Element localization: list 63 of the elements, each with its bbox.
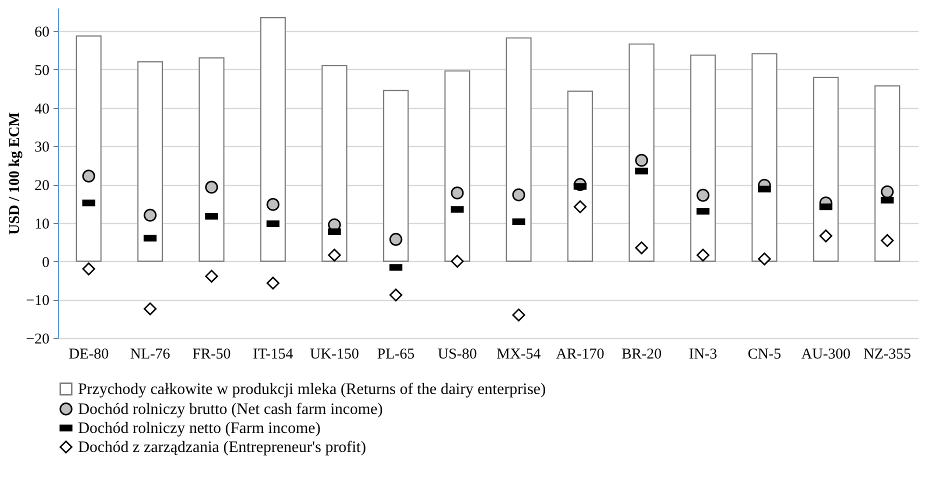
point xyxy=(389,232,402,246)
point xyxy=(512,308,526,322)
y-tick-label: 60 xyxy=(34,24,50,41)
point xyxy=(880,185,894,198)
y-tick-label: 20 xyxy=(34,178,50,194)
bar xyxy=(137,61,164,262)
point xyxy=(635,241,648,254)
x-tick-label: BR-20 xyxy=(622,346,662,362)
x-tick-label: IN-3 xyxy=(688,346,718,362)
bar xyxy=(506,37,532,262)
point xyxy=(819,229,832,242)
bar xyxy=(690,54,716,262)
y-tick-label: 0 xyxy=(42,254,50,271)
x-tick-label: MX-54 xyxy=(496,346,542,362)
bar xyxy=(198,57,224,262)
legend-label: Dochód z zarządzania (Entrepreneur's profit) xyxy=(78,439,366,456)
y-tick-label: −10 xyxy=(26,293,50,310)
x-tick-label: PL-65 xyxy=(377,346,415,362)
x-tick-label: AR-170 xyxy=(556,346,604,362)
point xyxy=(696,248,710,262)
point xyxy=(82,262,96,276)
point xyxy=(266,198,280,211)
point xyxy=(880,234,894,247)
point xyxy=(144,208,157,222)
bar xyxy=(260,16,286,262)
y-tick-label: 40 xyxy=(34,101,50,118)
legend-label: Dochód rolniczy brutto (Net cash farm income) xyxy=(78,401,383,418)
bar xyxy=(874,85,900,262)
bar xyxy=(812,76,839,262)
point xyxy=(574,200,587,214)
point xyxy=(205,270,218,283)
bar xyxy=(628,43,654,262)
point xyxy=(758,252,771,266)
point xyxy=(266,276,280,290)
y-tick-label: −20 xyxy=(26,332,50,348)
x-tick-label: NZ-355 xyxy=(864,346,912,362)
bar xyxy=(322,64,348,262)
point xyxy=(144,302,157,316)
x-tick-label: UK-150 xyxy=(310,346,360,362)
legend-label: Dochód rolniczy netto (Farm income) xyxy=(78,420,321,437)
x-tick-label: DE-80 xyxy=(68,346,109,362)
y-tick-label: 30 xyxy=(34,140,50,156)
x-tick-label: US-80 xyxy=(438,346,477,362)
point xyxy=(328,248,341,262)
bar xyxy=(567,90,594,262)
x-tick-label: NL-76 xyxy=(130,346,171,362)
point xyxy=(696,188,710,202)
point xyxy=(635,154,648,167)
y-tick-label: 50 xyxy=(34,62,50,79)
point xyxy=(82,170,96,183)
y-tick-label: 10 xyxy=(34,216,50,232)
point xyxy=(512,188,526,202)
x-tick-label: FR-50 xyxy=(192,346,231,362)
point xyxy=(450,254,464,268)
bar xyxy=(382,90,409,262)
y-axis-title: USD / 100 kg ECM xyxy=(7,112,24,235)
x-tick-label: IT-154 xyxy=(252,346,294,362)
legend-label: Przychody całkowite w produkcji mleka (Returns of the dairy enterprise) xyxy=(78,381,546,398)
point xyxy=(389,288,402,302)
point xyxy=(205,180,218,194)
x-tick-label: AU-300 xyxy=(801,346,850,362)
x-tick-label: CN-5 xyxy=(748,346,782,362)
point xyxy=(450,186,464,200)
